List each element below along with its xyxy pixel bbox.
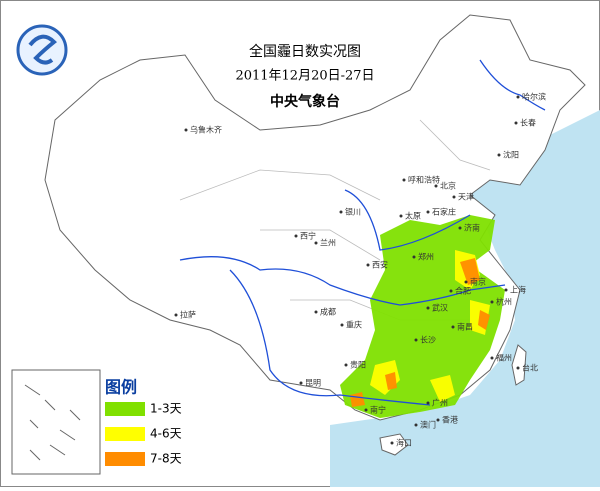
city-label: 天津 bbox=[458, 192, 474, 202]
city-label: 哈尔滨 bbox=[522, 92, 546, 102]
city-dot bbox=[414, 423, 418, 427]
city-label: 昆明 bbox=[305, 379, 321, 388]
logo bbox=[16, 24, 68, 76]
legend-title: 图例 bbox=[105, 378, 137, 397]
city-dot bbox=[366, 263, 370, 267]
city-dot bbox=[451, 325, 455, 329]
city-dot bbox=[412, 255, 416, 259]
city-label: 海口 bbox=[396, 438, 412, 448]
city-label: 杭州 bbox=[496, 297, 512, 307]
city-dot bbox=[458, 226, 462, 230]
haze-patch bbox=[460, 258, 480, 285]
city-label: 西安 bbox=[372, 260, 388, 270]
city-dot bbox=[514, 121, 518, 125]
city-label: 香港 bbox=[442, 415, 458, 425]
city-label: 西宁 bbox=[300, 231, 316, 241]
subtitle: 2011年12月20日-27日 bbox=[235, 69, 374, 84]
haze-patch bbox=[478, 310, 490, 330]
legend: 1-3天 4-6天 7-8天 bbox=[105, 402, 182, 466]
city-dot bbox=[434, 184, 438, 188]
city-label: 长沙 bbox=[420, 335, 436, 345]
city-label: 银川 bbox=[345, 207, 361, 217]
city-label: 广州 bbox=[432, 398, 448, 408]
city-dot bbox=[174, 313, 178, 317]
province-borders bbox=[179, 119, 491, 321]
city-dot bbox=[402, 178, 406, 182]
hainan bbox=[379, 433, 409, 456]
city-dot bbox=[390, 441, 394, 445]
city-label: 石家庄 bbox=[432, 207, 456, 217]
city-label: 南宁 bbox=[370, 405, 386, 415]
city-label: 长春 bbox=[520, 118, 536, 128]
city-label: 重庆 bbox=[346, 320, 362, 330]
city-dot bbox=[339, 210, 343, 214]
city-label: 沈阳 bbox=[503, 150, 519, 160]
city-label: 郑州 bbox=[418, 252, 434, 262]
taiwan bbox=[511, 344, 527, 386]
city-label: 贵阳 bbox=[350, 360, 366, 370]
city-label: 上海 bbox=[510, 285, 526, 295]
city-label: 兰州 bbox=[320, 238, 336, 248]
city-dot bbox=[314, 241, 318, 245]
sea bbox=[330, 110, 600, 487]
legend-label: 7-8天 bbox=[150, 452, 182, 466]
legend-label: 4-6天 bbox=[150, 427, 182, 441]
city-dot bbox=[364, 408, 368, 412]
city-dot bbox=[314, 310, 318, 314]
inset-map bbox=[11, 369, 101, 475]
city-dot bbox=[516, 95, 520, 99]
city-dot bbox=[184, 128, 188, 132]
city-label: 北京 bbox=[440, 181, 456, 191]
city-dot bbox=[414, 338, 418, 342]
city-dot bbox=[294, 234, 298, 238]
city-dot bbox=[299, 381, 303, 385]
city-label: 台北 bbox=[522, 363, 538, 373]
city-label: 济南 bbox=[464, 223, 480, 233]
city-dot bbox=[426, 306, 430, 310]
city-label: 福州 bbox=[496, 354, 512, 363]
city-dot bbox=[426, 401, 430, 405]
legend-swatch bbox=[105, 452, 145, 466]
city-dot bbox=[490, 300, 494, 304]
city-dot bbox=[436, 418, 440, 422]
city-label: 澳门 bbox=[420, 420, 436, 430]
city-dot bbox=[449, 289, 453, 293]
city-dot bbox=[399, 214, 403, 218]
city-label: 呼和浩特 bbox=[408, 175, 440, 185]
haze-patch bbox=[430, 375, 455, 402]
city-label: 南昌 bbox=[457, 322, 473, 332]
city-label: 乌鲁木齐 bbox=[190, 125, 222, 135]
city-label: 合肥 bbox=[455, 286, 471, 296]
title: 全国霾日数实况图 bbox=[249, 43, 361, 60]
city-dot bbox=[452, 195, 456, 199]
legend-label: 1-3天 bbox=[150, 402, 182, 416]
city-dot bbox=[490, 356, 494, 360]
haze-patch bbox=[350, 392, 365, 407]
city-dot bbox=[340, 323, 344, 327]
legend-swatch bbox=[105, 402, 145, 416]
haze-patch bbox=[385, 372, 397, 390]
city-label: 南京 bbox=[470, 277, 486, 287]
legend-swatch bbox=[105, 427, 145, 441]
city-label: 太原 bbox=[405, 211, 421, 221]
city-dot bbox=[464, 280, 468, 284]
organization: 中央气象台 bbox=[270, 93, 340, 110]
city-label: 武汉 bbox=[432, 303, 448, 313]
city-dot bbox=[344, 363, 348, 367]
city-dot bbox=[497, 153, 501, 157]
city-dot bbox=[516, 366, 520, 370]
city-dot bbox=[426, 210, 430, 214]
rivers bbox=[179, 59, 546, 406]
city-label: 拉萨 bbox=[180, 310, 196, 320]
city-label: 成都 bbox=[320, 307, 336, 317]
city-dot bbox=[504, 288, 508, 292]
haze-areas bbox=[340, 215, 505, 418]
